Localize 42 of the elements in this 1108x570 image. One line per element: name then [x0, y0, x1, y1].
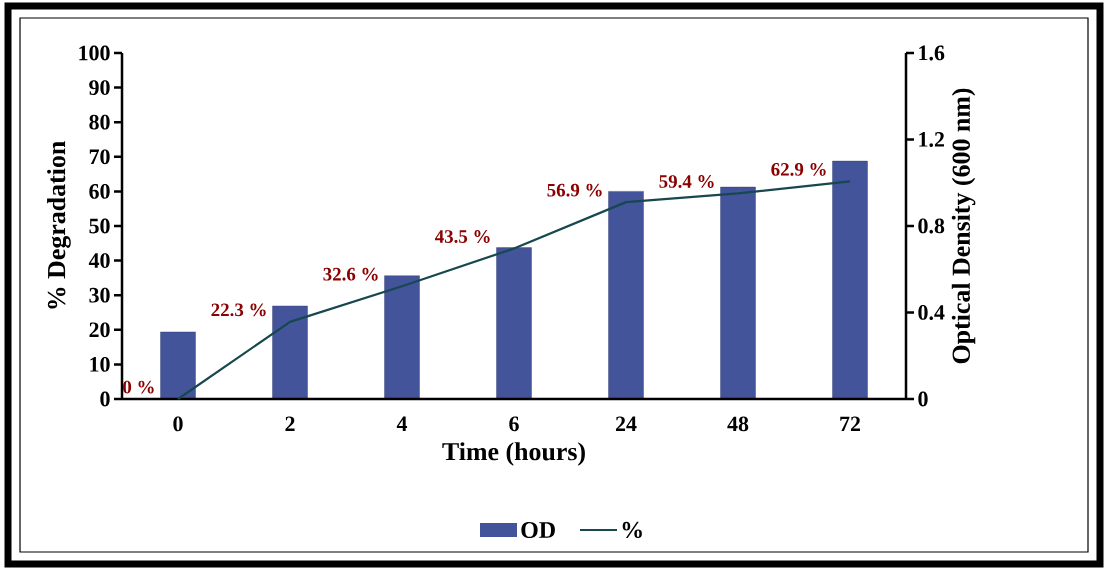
- bar: [832, 160, 868, 400]
- data-label: 0 %: [123, 380, 154, 394]
- data-label: 59.4 %: [659, 175, 714, 188]
- x-tick-label: 4: [396, 416, 408, 431]
- data-label: 43.5 %: [434, 230, 490, 243]
- bar: [384, 275, 420, 400]
- y-tick-label: 60: [89, 183, 110, 199]
- data-label: 56.9 %: [547, 183, 602, 197]
- y-tick-label: 10: [90, 356, 110, 372]
- y2-tick-label: 0: [918, 391, 928, 407]
- bar: [720, 186, 756, 400]
- legend-label: %: [622, 521, 642, 539]
- y-tick-label: 80: [89, 114, 110, 130]
- x-tick-label: 0: [173, 416, 183, 432]
- y-tick-label: 100: [79, 45, 110, 61]
- x-tick-label: 2: [285, 416, 295, 432]
- data-label: 62.9 %: [771, 162, 826, 176]
- y2-axis-title: Optical Density (600 nm): [951, 88, 976, 364]
- y-tick-label: 50: [89, 218, 110, 234]
- data-label: 22.3 %: [211, 303, 266, 317]
- y2-tick-label: 1.6: [919, 45, 945, 61]
- legend-label: OD: [521, 521, 555, 539]
- y-axis-title: % Degradation: [47, 141, 71, 309]
- x-tick-label: 48: [727, 416, 749, 432]
- bar: [272, 305, 308, 400]
- bar: [496, 247, 532, 400]
- bar: [160, 331, 196, 400]
- x-tick-label: 6: [509, 416, 519, 432]
- x-tick-label: 24: [615, 416, 637, 432]
- y-tick-label: 0: [100, 391, 110, 407]
- y-tick-label: 20: [89, 322, 110, 338]
- y-tick-label: 90: [89, 80, 110, 95]
- x-tick-label: 72: [840, 416, 861, 432]
- y2-tick-label: 0.8: [918, 218, 945, 234]
- y-tick-label: 70: [89, 149, 110, 165]
- y-tick-label: 30: [89, 287, 110, 303]
- bar: [608, 191, 644, 400]
- data-label: 32.6 %: [323, 267, 378, 281]
- y2-tick-label: 0.4: [918, 305, 945, 320]
- y-tick-label: 40: [88, 253, 110, 268]
- y2-tick-label: 1.2: [919, 132, 944, 147]
- x-axis-title: Time (hours): [442, 442, 585, 466]
